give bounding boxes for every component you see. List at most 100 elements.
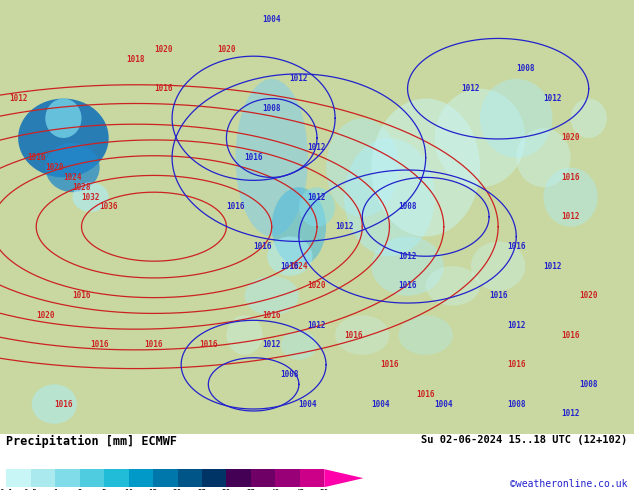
Ellipse shape: [72, 182, 108, 212]
Text: 1016: 1016: [380, 360, 399, 369]
Text: 1016: 1016: [199, 341, 217, 349]
Text: 1024: 1024: [290, 262, 308, 270]
Bar: [129, 469, 153, 487]
Text: 1018: 1018: [127, 54, 145, 64]
Text: 1008: 1008: [516, 65, 534, 74]
Bar: [300, 469, 324, 487]
Text: 1012: 1012: [507, 321, 526, 330]
Text: 1036: 1036: [100, 202, 118, 212]
Ellipse shape: [226, 316, 262, 355]
Text: 1020: 1020: [45, 163, 63, 172]
Text: 1024: 1024: [63, 173, 82, 182]
Text: 1020: 1020: [561, 133, 580, 143]
Ellipse shape: [335, 316, 389, 355]
Ellipse shape: [435, 89, 526, 187]
Text: 1012: 1012: [307, 321, 327, 330]
Text: 1016: 1016: [561, 331, 580, 340]
Polygon shape: [324, 469, 363, 487]
Text: 1016: 1016: [398, 281, 417, 290]
Text: 1016: 1016: [507, 360, 526, 369]
Bar: [0, 0, 634, 434]
Text: 1016: 1016: [226, 202, 245, 212]
Ellipse shape: [18, 98, 108, 177]
Ellipse shape: [281, 330, 317, 360]
Text: 1020: 1020: [579, 291, 598, 300]
Text: 1016: 1016: [489, 291, 507, 300]
Text: 1016: 1016: [254, 242, 272, 251]
Bar: [275, 469, 300, 487]
Text: 1016: 1016: [262, 311, 281, 320]
Text: Su 02-06-2024 15..18 UTC (12+102): Su 02-06-2024 15..18 UTC (12+102): [422, 435, 628, 445]
Ellipse shape: [471, 242, 526, 291]
Ellipse shape: [399, 316, 453, 355]
Text: 1016: 1016: [281, 262, 299, 270]
Text: 1012: 1012: [290, 74, 308, 83]
Ellipse shape: [245, 276, 299, 316]
Ellipse shape: [480, 79, 552, 158]
Text: 1016: 1016: [91, 341, 109, 349]
Text: 1004: 1004: [262, 15, 281, 24]
Text: 1004: 1004: [371, 399, 390, 409]
Bar: [226, 469, 251, 487]
Text: 1012: 1012: [262, 341, 281, 349]
Ellipse shape: [543, 168, 598, 227]
Bar: [55, 469, 80, 487]
Ellipse shape: [45, 98, 82, 138]
Ellipse shape: [32, 384, 77, 424]
Text: 1016: 1016: [145, 341, 163, 349]
Text: 1012: 1012: [398, 252, 417, 261]
Text: 1008: 1008: [262, 104, 281, 113]
Ellipse shape: [372, 98, 480, 237]
Bar: [178, 469, 202, 487]
Bar: [104, 469, 129, 487]
Text: 1008: 1008: [507, 399, 526, 409]
Text: 1020: 1020: [307, 281, 327, 290]
Text: 1012: 1012: [543, 262, 562, 270]
Ellipse shape: [571, 98, 607, 138]
Text: 1012: 1012: [307, 144, 327, 152]
Text: 1016: 1016: [244, 153, 263, 162]
Ellipse shape: [235, 79, 308, 237]
Bar: [80, 469, 104, 487]
Text: 1008: 1008: [579, 380, 598, 389]
Text: 1028: 1028: [72, 183, 91, 192]
Text: 1016: 1016: [561, 173, 580, 182]
Bar: [153, 469, 178, 487]
Ellipse shape: [516, 128, 571, 187]
Text: 1012: 1012: [543, 94, 562, 103]
Text: 1016: 1016: [54, 399, 73, 409]
Ellipse shape: [299, 187, 335, 227]
Text: 1012: 1012: [462, 84, 480, 93]
Text: 1020: 1020: [154, 45, 172, 54]
Text: 1016: 1016: [27, 153, 46, 162]
Text: 1020: 1020: [36, 311, 55, 320]
Ellipse shape: [45, 143, 100, 192]
Text: 1012: 1012: [561, 212, 580, 221]
Bar: [6, 469, 31, 487]
Text: 1004: 1004: [434, 399, 453, 409]
Text: 1008: 1008: [398, 202, 417, 212]
Ellipse shape: [372, 237, 444, 295]
Text: 1016: 1016: [507, 242, 526, 251]
Text: Precipitation [mm] ECMWF: Precipitation [mm] ECMWF: [6, 435, 178, 448]
Text: 1016: 1016: [417, 390, 435, 399]
Bar: [202, 469, 226, 487]
Ellipse shape: [272, 187, 326, 266]
Text: 1016: 1016: [154, 84, 172, 93]
Text: 1008: 1008: [281, 370, 299, 379]
Text: 1012: 1012: [335, 222, 353, 231]
Bar: [251, 469, 275, 487]
Ellipse shape: [344, 138, 435, 256]
Text: 1020: 1020: [217, 45, 236, 54]
Text: 1004: 1004: [299, 399, 317, 409]
Text: 1032: 1032: [81, 193, 100, 201]
Text: 1012: 1012: [9, 94, 27, 103]
Ellipse shape: [326, 118, 399, 217]
Ellipse shape: [267, 237, 313, 276]
Text: 1016: 1016: [72, 291, 91, 300]
Bar: [31, 469, 55, 487]
Text: ©weatheronline.co.uk: ©weatheronline.co.uk: [510, 479, 628, 489]
Text: 1016: 1016: [344, 331, 363, 340]
Text: 1012: 1012: [307, 193, 327, 201]
Ellipse shape: [425, 266, 480, 306]
